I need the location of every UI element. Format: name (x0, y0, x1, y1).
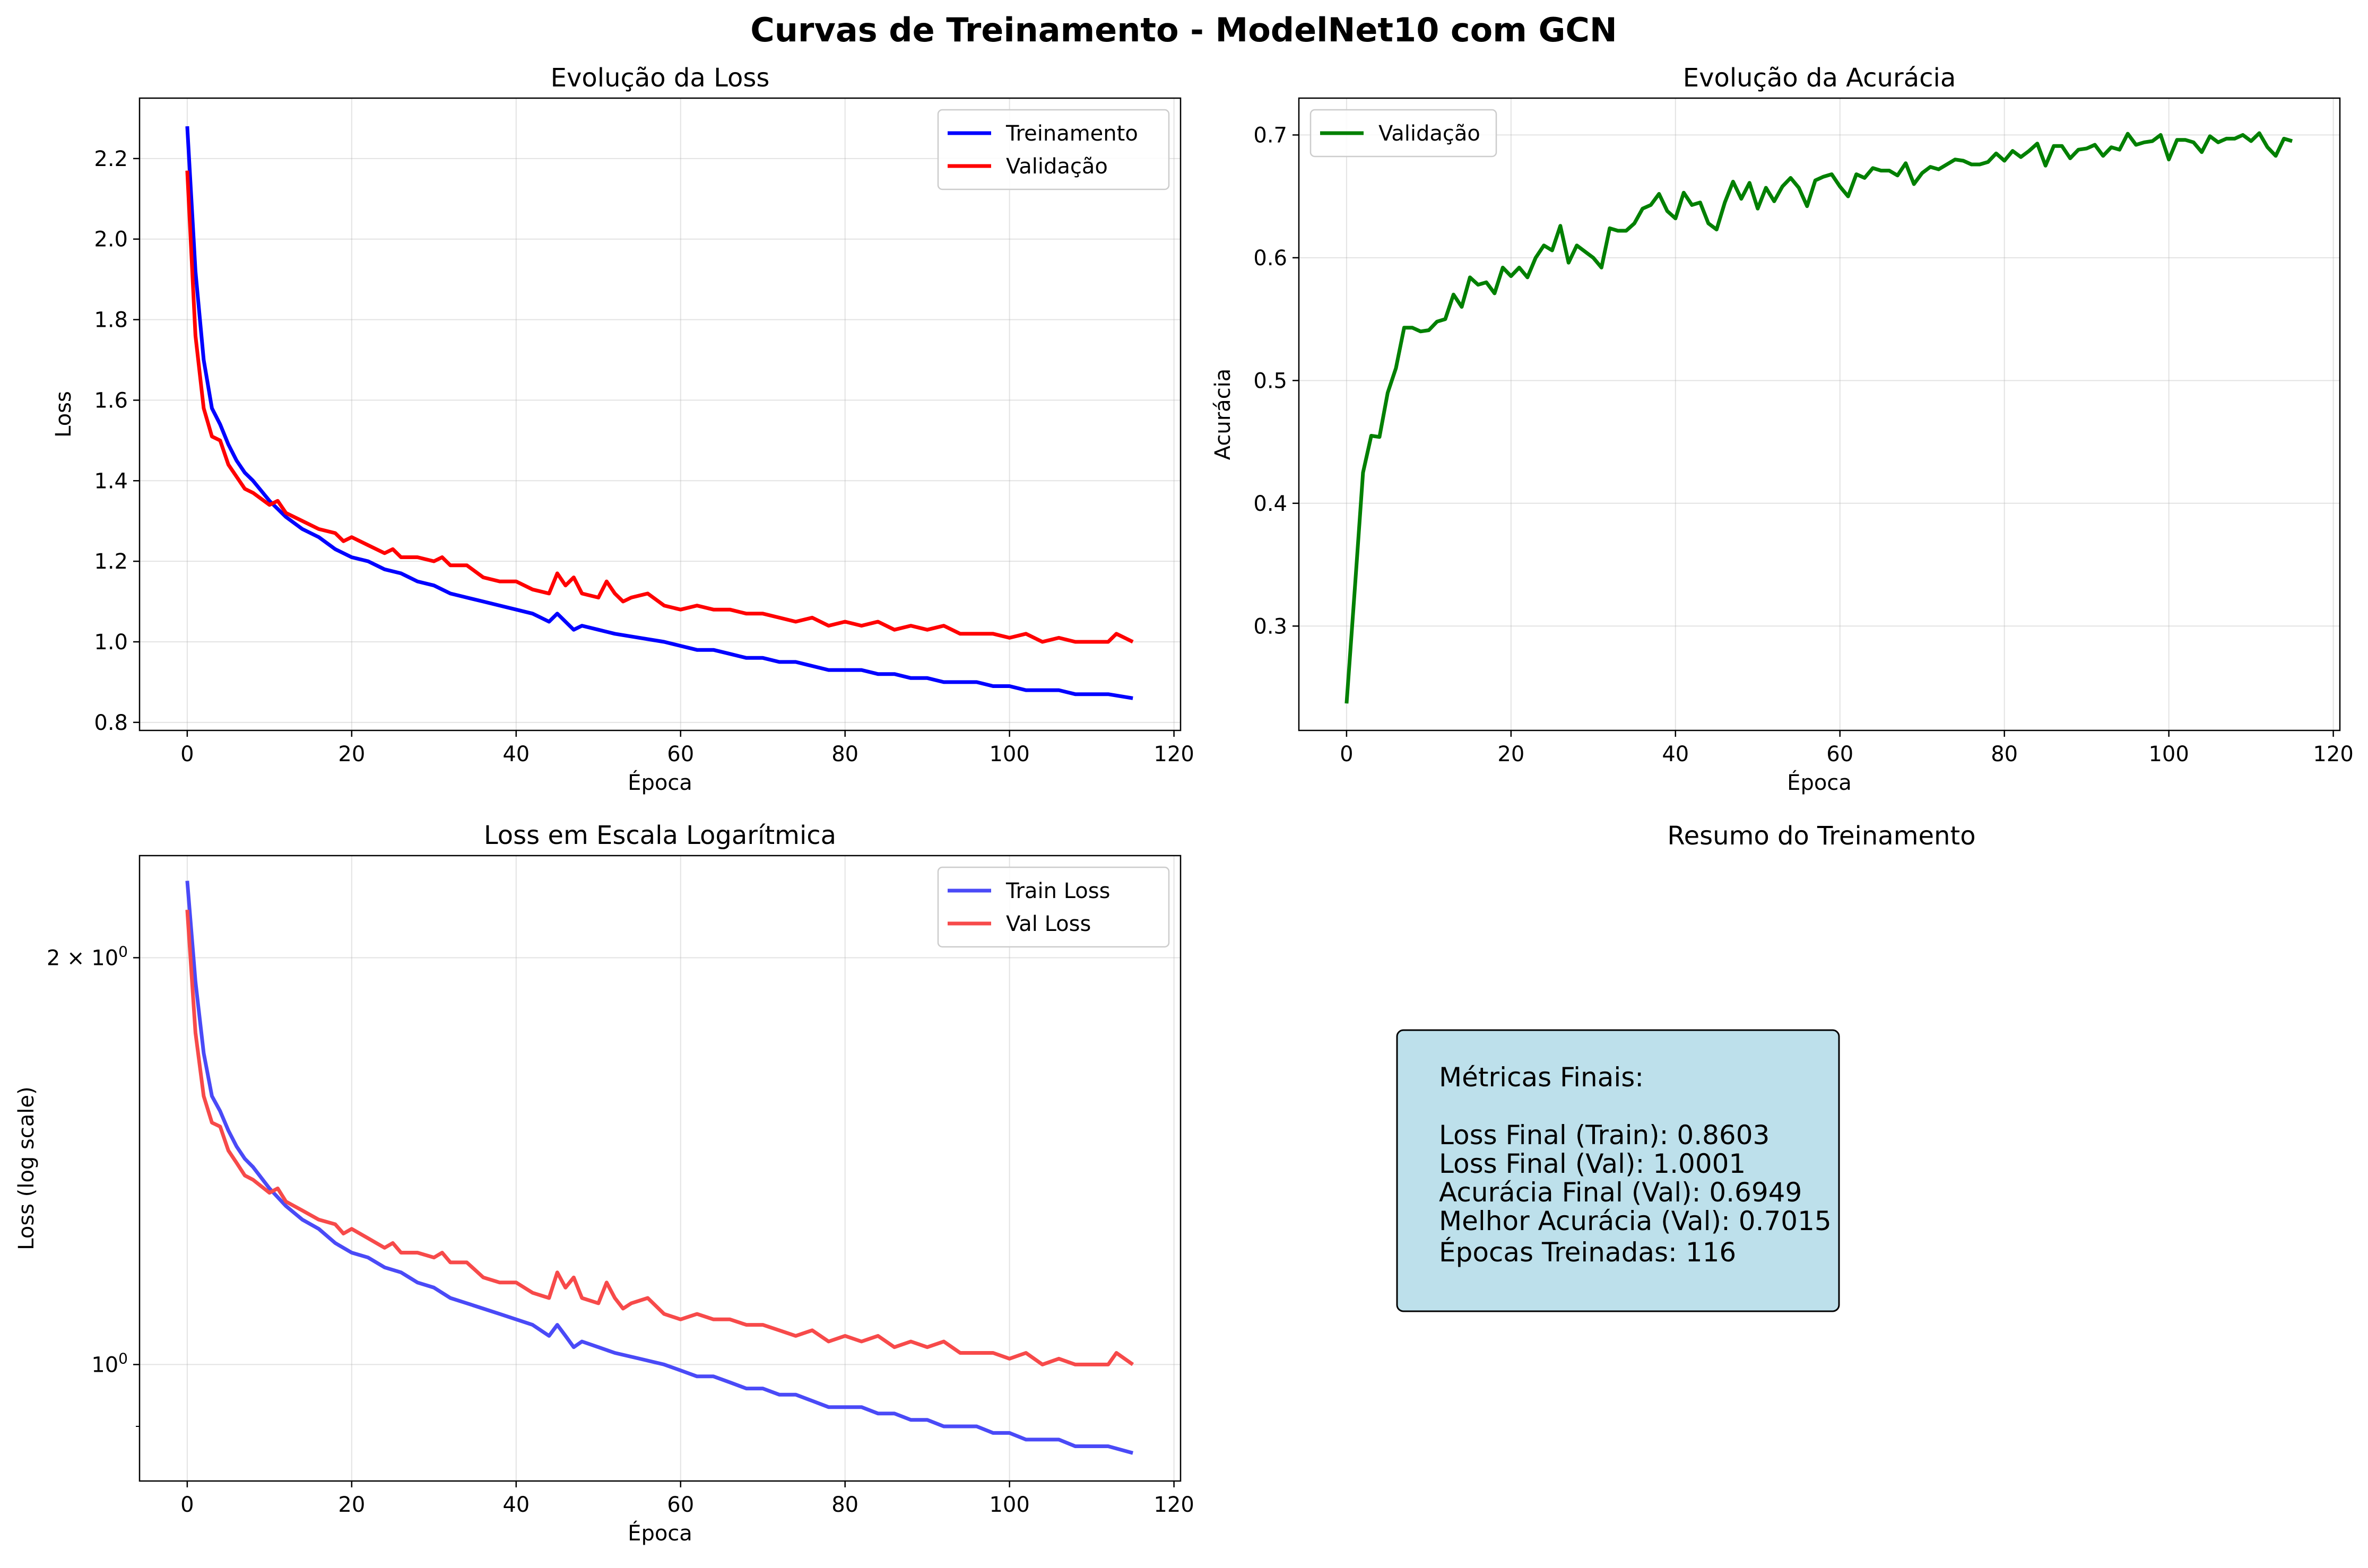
plot-frame (1298, 97, 2341, 731)
y-axis-label: Loss (51, 391, 76, 438)
accuracy-chart: 0 20 40 60 80 100 120 0.3 0.4 0.5 0.6 0.7 Evolução d… (1211, 63, 2354, 795)
x-tick-label: 120 (2313, 742, 2353, 766)
x-tick-label: 100 (989, 1493, 1029, 1517)
x-tick-label: 40 (502, 1493, 530, 1517)
figure-title: Curvas de Treinamento - ModelNet10 com G… (750, 11, 1617, 49)
y-tick-label: 0.4 (1253, 492, 1287, 516)
x-tick-label: 40 (1662, 742, 1689, 766)
x-tick-label: 80 (831, 1493, 858, 1517)
chart-title: Loss em Escala Logarítmica (484, 821, 836, 850)
series-line-val-loss (185, 909, 1134, 1366)
x-tick-label: 0 (180, 742, 194, 766)
summary-line: Métricas Finais: (1439, 1062, 1644, 1093)
x-tick-label: 40 (502, 742, 530, 766)
x-tick-label: 0 (180, 1493, 194, 1517)
summary-line: Épocas Treinadas: 116 (1439, 1236, 1736, 1268)
x-tick-label: 120 (1153, 742, 1194, 766)
summary-text: Métricas Finais: Loss Final (Train): 0.86… (1439, 1062, 1832, 1268)
legend: Validação (1309, 109, 1497, 158)
y-tick-label: 0.8 (94, 711, 128, 735)
summary-line: Loss Final (Val): 1.0001 (1439, 1148, 1746, 1179)
plot-frame (138, 855, 1182, 1482)
chart-title: Evolução da Acurácia (1683, 63, 1956, 93)
y-axis-label: Acurácia (1211, 369, 1235, 460)
legend: Train Loss Val Loss (937, 866, 1170, 948)
x-axis-label: Época (628, 1520, 692, 1546)
summary-line: Loss Final (Train): 0.8603 (1439, 1120, 1770, 1151)
legend-frame (1309, 109, 1497, 158)
y-tick-label: 1.6 (94, 388, 128, 413)
legend-label: Validação (1378, 121, 1480, 146)
y-tick-label: 100 (91, 1349, 128, 1377)
legend-label: Validação (1006, 154, 1108, 179)
x-axis-label: Época (1787, 770, 1852, 795)
y-tick-label: 2.0 (94, 228, 128, 252)
legend: Treinamento Validação (937, 109, 1170, 190)
legend-label: Treinamento (1005, 121, 1138, 146)
x-tick-label: 100 (989, 742, 1029, 766)
x-tick-label: 60 (1826, 742, 1853, 766)
series-line-train-loss (185, 881, 1134, 1455)
legend-frame (937, 866, 1170, 948)
x-tick-label: 20 (1497, 742, 1524, 766)
y-tick-label: 1.2 (94, 550, 128, 574)
x-tick-label: 120 (1153, 1493, 1194, 1517)
summary-box (1396, 1029, 1840, 1312)
chart-title: Evolução da Loss (551, 63, 770, 93)
summary-title: Resumo do Treinamento (1667, 821, 1975, 851)
y-tick-label: 0.6 (1253, 246, 1287, 271)
legend-label: Val Loss (1006, 912, 1091, 936)
x-tick-label: 60 (667, 742, 694, 766)
plot-frame (138, 97, 1182, 731)
y-tick-label: 1.0 (94, 630, 128, 655)
y-axis-label: Loss (log scale) (14, 1086, 39, 1250)
y-tick-label: 2.2 (94, 147, 128, 171)
x-tick-label: 80 (831, 742, 858, 766)
y-tick-label: 0.3 (1253, 614, 1287, 639)
y-tick-label: 0.5 (1253, 369, 1287, 393)
summary-line: Melhor Acurácia (Val): 0.7015 (1439, 1206, 1832, 1236)
series-line-validacao (185, 170, 1134, 644)
summary-panel: Resumo do Treinamento Métricas Finais: Lo… (1396, 821, 1976, 1312)
y-tick-label: 2 × 100 (47, 943, 128, 970)
log-loss-chart: 0 20 40 60 80 100 120 100 2 × 100 Loss em Escala … (14, 821, 1194, 1546)
legend-label: Train Loss (1005, 879, 1110, 903)
x-tick-label: 80 (1991, 742, 2018, 766)
y-tick-label: 1.4 (94, 469, 128, 493)
y-tick-label: 0.7 (1253, 123, 1287, 147)
x-tick-label: 0 (1340, 742, 1353, 766)
summary-line: Acurácia Final (Val): 0.6949 (1439, 1177, 1802, 1208)
y-tick-label: 1.8 (94, 308, 128, 333)
x-axis-label: Época (628, 770, 692, 795)
loss-chart: 0 20 40 60 80 100 120 0.8 1.0 1.2 1.4 1.6 1.8 2.0 2.2 E… (51, 63, 1194, 795)
series-line-validacao (1345, 131, 2293, 704)
x-tick-label: 100 (2148, 742, 2189, 766)
legend-frame (937, 109, 1170, 190)
x-tick-label: 20 (338, 742, 365, 766)
series-line-treinamento (185, 126, 1133, 700)
x-tick-label: 20 (338, 1493, 365, 1517)
x-tick-label: 60 (667, 1493, 694, 1517)
